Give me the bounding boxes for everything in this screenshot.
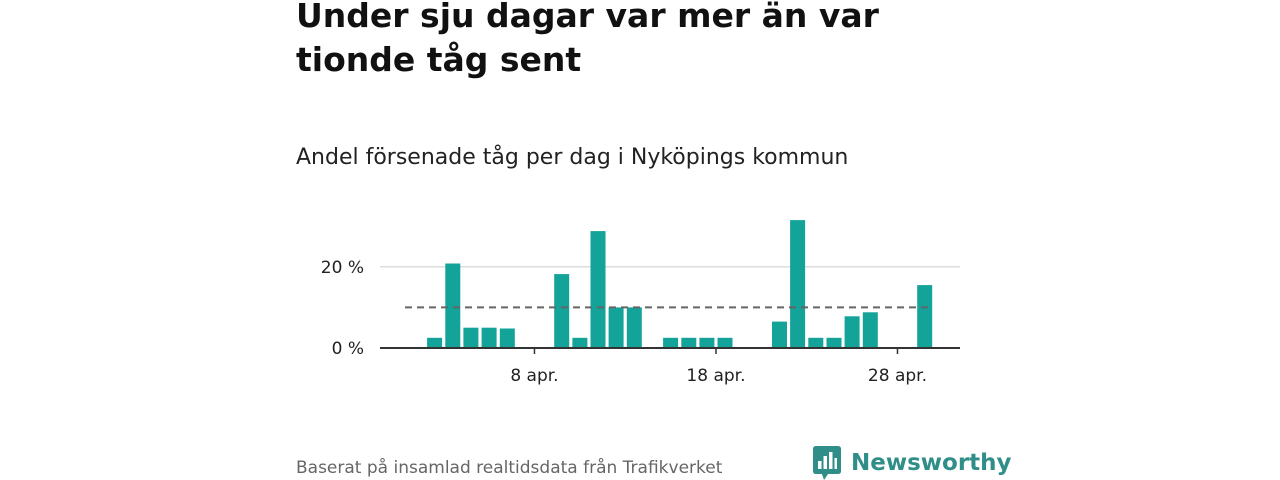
y-tick-label: 0 % <box>332 339 364 359</box>
chart-title: Under sju dagar var mer än var tionde tå… <box>296 0 879 79</box>
bar-day-26 <box>862 312 878 348</box>
source-note: Baserat på insamlad realtidsdata från Tr… <box>296 458 723 478</box>
bar-day-22 <box>790 220 806 348</box>
x-tick-label: 8 apr. <box>510 366 558 386</box>
bar-day-2 <box>427 337 443 348</box>
bar-day-15 <box>663 337 679 348</box>
bar-day-4 <box>463 327 479 348</box>
bar-day-17 <box>699 337 715 348</box>
bar-day-24 <box>826 337 842 348</box>
brand-logo[interactable]: Newsworthy <box>813 446 1012 480</box>
bar-day-5 <box>481 327 497 348</box>
x-axis <box>380 347 960 354</box>
bar-day-21 <box>772 321 787 348</box>
bars <box>427 220 933 348</box>
bar-day-29 <box>917 285 933 348</box>
x-tick-label: 28 apr. <box>868 366 927 386</box>
bar-day-9 <box>554 274 570 348</box>
brand-name: Newsworthy <box>851 450 1012 476</box>
y-axis-labels: 0 % 20 % <box>321 258 364 359</box>
newsworthy-logo-icon <box>813 446 841 480</box>
bar-day-3 <box>445 263 461 348</box>
y-tick-label: 20 % <box>321 258 364 278</box>
bar-day-6 <box>499 328 515 348</box>
bar-day-11 <box>590 231 606 348</box>
x-axis-labels: 8 apr. 18 apr. 28 apr. <box>510 366 927 386</box>
chart-subtitle: Andel försenade tåg per dag i Nyköpings … <box>296 145 849 170</box>
bar-day-16 <box>681 337 697 348</box>
bar-day-23 <box>808 337 824 348</box>
x-tick-label: 18 apr. <box>686 366 745 386</box>
bar-day-25 <box>844 316 860 348</box>
bar-day-10 <box>572 337 588 348</box>
bar-day-18 <box>717 337 733 348</box>
bar-day-12 <box>608 307 624 348</box>
bar-day-13 <box>626 307 642 348</box>
